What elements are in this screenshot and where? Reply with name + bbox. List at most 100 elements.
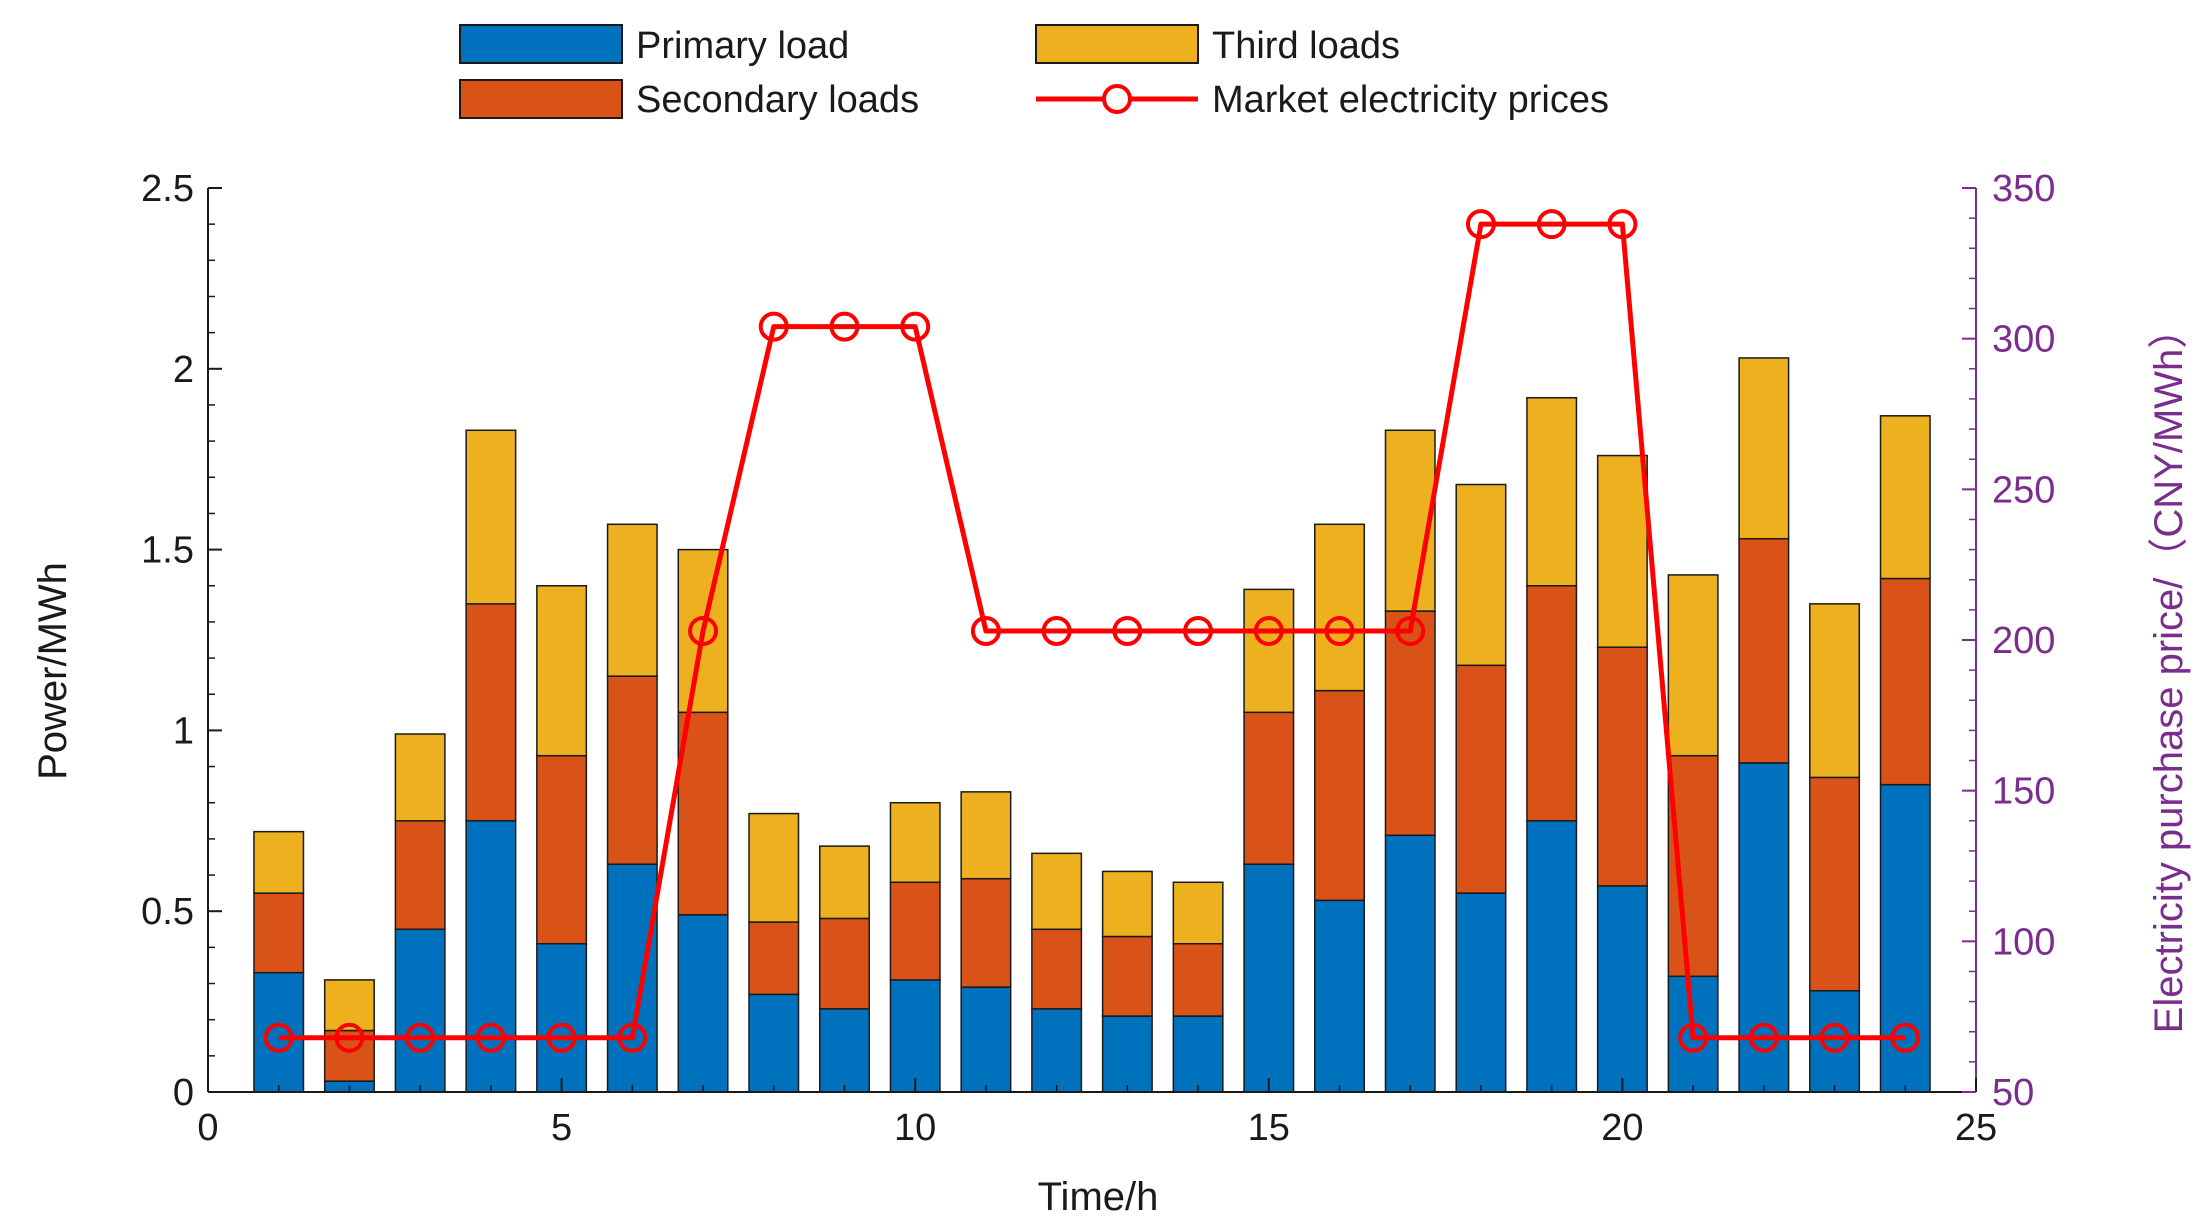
price-marker-13	[1112, 615, 1143, 646]
bar-secondary-17	[1384, 610, 1436, 837]
price-marker-2	[334, 1022, 365, 1053]
price-marker-11	[970, 615, 1001, 646]
bar-third-21	[1667, 574, 1719, 757]
legend-swatch-secondary	[459, 79, 623, 119]
price-marker-15	[1253, 615, 1284, 646]
price-series-line	[278, 221, 1906, 1041]
bar-third-4	[465, 429, 517, 605]
bar-primary-3	[394, 928, 446, 1093]
bar-secondary-9	[818, 917, 870, 1010]
bar-third-14	[1172, 881, 1224, 945]
y-tick-label-4: 2	[173, 349, 194, 391]
legend-label-price: Market electricity prices	[1212, 79, 1609, 121]
bar-third-5	[536, 585, 588, 757]
bar-secondary-23	[1809, 776, 1861, 992]
y-tick-label-0: 0	[173, 1072, 194, 1114]
bar-primary-7	[677, 914, 729, 1093]
bar-primary-14	[1172, 1015, 1224, 1093]
bar-primary-17	[1384, 834, 1436, 1093]
bar-secondary-19	[1526, 585, 1578, 822]
bar-secondary-16	[1314, 689, 1366, 902]
bar-third-23	[1809, 603, 1861, 779]
price-marker-24	[1890, 1022, 1921, 1053]
x-tick-label-3: 15	[1248, 1107, 1290, 1149]
price-marker-12	[1041, 615, 1072, 646]
bar-primary-19	[1526, 820, 1578, 1093]
bar-primary-10	[889, 979, 941, 1093]
legend-label-third: Third loads	[1212, 25, 1400, 67]
price-marker-3	[405, 1022, 436, 1053]
bar-primary-23	[1809, 990, 1861, 1093]
bar-primary-16	[1314, 899, 1366, 1093]
price-marker-14	[1183, 615, 1214, 646]
price-marker-22	[1748, 1022, 1779, 1053]
price-marker-10	[900, 311, 931, 342]
bar-primary-9	[818, 1008, 870, 1093]
price-marker-16	[1324, 615, 1355, 646]
x-tick-label-2: 10	[894, 1107, 936, 1149]
bar-primary-24	[1879, 783, 1931, 1093]
bar-secondary-7	[677, 711, 729, 916]
price-marker-9	[829, 311, 860, 342]
bar-third-11	[960, 791, 1012, 880]
legend-label-secondary: Secondary loads	[636, 79, 919, 121]
bar-third-10	[889, 801, 941, 884]
bar-secondary-10	[889, 881, 941, 981]
bar-third-9	[818, 845, 870, 920]
price-line	[263, 209, 1921, 1053]
bar-secondary-5	[536, 754, 588, 945]
y2-tick-label-5: 300	[1992, 319, 2055, 361]
bar-third-22	[1738, 357, 1790, 540]
y2-tick-label-3: 200	[1992, 620, 2055, 662]
price-marker-5	[546, 1022, 577, 1053]
bar-third-3	[394, 733, 446, 822]
bar-secondary-20	[1596, 646, 1648, 887]
x-tick-label-1: 5	[551, 1107, 572, 1149]
legend: Primary load Secondary loads Third loads…	[459, 24, 1609, 121]
legend-marker-price	[1102, 84, 1132, 114]
bar-primary-11	[960, 986, 1012, 1093]
price-marker-17	[1395, 615, 1426, 646]
bar-primary-6	[606, 863, 658, 1093]
y2-tick-label-1: 100	[1992, 921, 2055, 963]
bar-third-20	[1596, 454, 1648, 648]
legend-swatch-primary	[459, 24, 623, 64]
bar-third-24	[1879, 415, 1931, 580]
bar-third-12	[1031, 852, 1083, 931]
y2-tick-label-6: 350	[1992, 168, 2055, 210]
bar-secondary-4	[465, 603, 517, 822]
bar-third-8	[748, 812, 800, 923]
bar-secondary-13	[1101, 935, 1153, 1017]
bar-primary-12	[1031, 1008, 1083, 1093]
bar-third-13	[1101, 870, 1153, 938]
bar-third-17	[1384, 429, 1436, 612]
bar-primary-15	[1243, 863, 1295, 1093]
bar-secondary-22	[1738, 538, 1790, 764]
price-marker-19	[1536, 209, 1567, 240]
bar-secondary-6	[606, 675, 658, 865]
legend-swatch-third	[1035, 24, 1199, 64]
bar-third-6	[606, 523, 658, 677]
price-marker-4	[475, 1022, 506, 1053]
y2-tick-label-2: 150	[1992, 771, 2055, 813]
y-tick-label-5: 2.5	[141, 168, 194, 210]
bar-third-1	[253, 830, 305, 894]
x-axis-label: Time/h	[1038, 1175, 1159, 1219]
bar-primary-20	[1596, 885, 1648, 1093]
y2-tick-label-0: 50	[1992, 1072, 2034, 1114]
bar-primary-4	[465, 820, 517, 1093]
bar-secondary-8	[748, 921, 800, 996]
price-marker-20	[1607, 209, 1638, 240]
bar-primary-8	[748, 993, 800, 1093]
bar-third-18	[1455, 483, 1507, 667]
bar-third-19	[1526, 396, 1578, 587]
bar-third-15	[1243, 588, 1295, 714]
bar-secondary-12	[1031, 928, 1083, 1010]
price-marker-23	[1819, 1022, 1850, 1053]
y2-axis-label: Electricity purchase price/（CNY/MWh）	[2147, 309, 2191, 1034]
y2-tick-label-4: 250	[1992, 469, 2055, 511]
bar-secondary-3	[394, 820, 446, 931]
legend-label-primary: Primary load	[636, 25, 849, 67]
x-tick-label-4: 20	[1601, 1107, 1643, 1149]
y-axis-label: Power/MWh	[31, 562, 75, 780]
